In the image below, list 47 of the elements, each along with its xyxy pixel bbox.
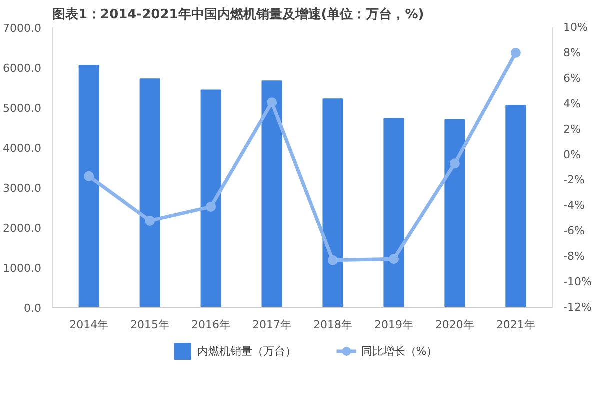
x-tick-label: 2016年 (192, 318, 231, 332)
y2-tick-label: 8% (564, 46, 581, 60)
y-tick-label: 5000.0 (3, 102, 42, 115)
point (267, 98, 278, 108)
y-tick-label: 6000.0 (3, 62, 42, 75)
point (206, 202, 216, 212)
y-tick-label: 0.0 (24, 302, 42, 315)
x-tick-label: 2019年 (374, 318, 414, 332)
y2-tick-label: -12% (564, 301, 592, 314)
legend-label: 内燃机销量（万台） (197, 344, 296, 358)
x-tick-label: 2015年 (130, 318, 170, 332)
point (510, 48, 521, 58)
y2-tick-label: 2% (564, 122, 581, 136)
y2-tick-label: -2% (564, 174, 585, 187)
bar (78, 65, 100, 308)
y2-tick-label: 4% (564, 97, 581, 110)
legend-label: 同比增长（%） (361, 344, 438, 358)
bar (200, 90, 222, 308)
point (328, 255, 338, 266)
y-tick-label: 3000.0 (3, 182, 42, 195)
y-tick-label: 1000.0 (3, 262, 42, 275)
point (388, 254, 399, 264)
y-tick-label: 4000.0 (3, 142, 42, 155)
y2-tick-label: -10% (564, 276, 592, 289)
bar (262, 80, 282, 308)
point (145, 216, 156, 226)
x-tick-label: 2020年 (435, 318, 474, 332)
bar (384, 118, 404, 308)
point (84, 171, 94, 182)
x-tick-label: 2021年 (496, 318, 536, 332)
bar (322, 98, 344, 308)
bar (444, 119, 466, 308)
chart-title: 图表1：2014-2021年中国内燃机销量及增速(单位：万台，%) (52, 6, 424, 22)
y2-tick-label: 6% (564, 72, 581, 85)
x-tick-label: 2018年 (313, 318, 352, 332)
y2-tick-label: 0% (564, 148, 581, 162)
y2-tick-label: -6% (564, 224, 585, 238)
x-tick-label: 2014年 (70, 318, 109, 332)
y2-tick-label: 10% (564, 21, 588, 34)
bar (506, 105, 526, 308)
y2-tick-label: -4% (564, 199, 585, 212)
y-tick-label: 7000.0 (3, 22, 42, 35)
y-tick-label: 2000.0 (3, 222, 42, 235)
point (450, 158, 460, 169)
bar (140, 78, 160, 308)
y2-tick-label: -8% (564, 250, 585, 264)
x-tick-label: 2017年 (252, 318, 292, 332)
